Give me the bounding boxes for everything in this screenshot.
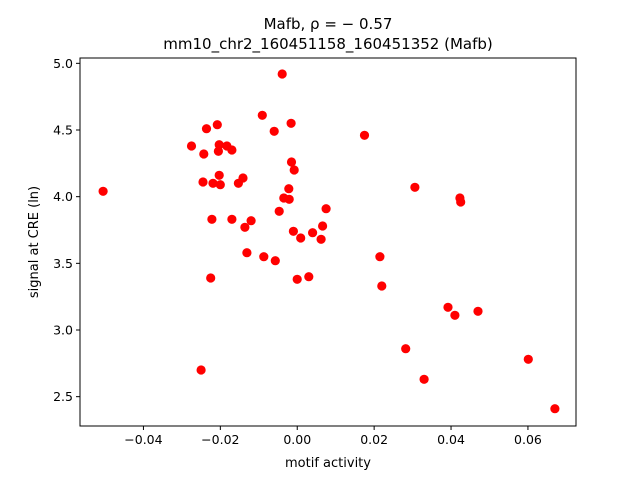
data-point-25 — [270, 256, 280, 266]
data-point-36 — [296, 233, 306, 243]
data-point-31 — [286, 118, 296, 128]
x-axis-label: motif activity — [285, 456, 371, 471]
data-point-6 — [207, 214, 217, 224]
x-tick-label-5: 0.06 — [514, 432, 542, 447]
chart-title-line1: Mafb, ρ = − 0.57 — [264, 15, 393, 33]
data-point-37 — [304, 272, 314, 282]
plot-frame — [79, 57, 577, 427]
data-point-47 — [419, 374, 429, 384]
data-point-26 — [274, 206, 284, 216]
data-point-22 — [257, 110, 267, 120]
data-point-42 — [359, 130, 370, 140]
data-point-23 — [259, 252, 269, 262]
y-tick-label-2: 3.5 — [53, 256, 73, 271]
data-point-15 — [227, 145, 237, 155]
data-point-18 — [238, 173, 248, 183]
data-point-10 — [214, 170, 224, 180]
data-point-24 — [269, 126, 279, 136]
data-point-45 — [401, 344, 411, 354]
data-point-27 — [277, 69, 287, 79]
y-tick-label-3: 4.0 — [53, 189, 73, 204]
x-tick-label-2: 0.00 — [283, 432, 311, 447]
x-tick-label-0: −0.04 — [124, 432, 162, 447]
y-tick-label-0: 2.5 — [53, 389, 73, 404]
data-point-40 — [318, 221, 328, 231]
data-point-5 — [206, 273, 216, 283]
data-point-4 — [201, 124, 212, 134]
data-point-48 — [443, 302, 453, 312]
x-tick-label-3: 0.02 — [360, 432, 388, 447]
data-point-51 — [456, 197, 466, 207]
data-point-21 — [246, 216, 256, 226]
data-point-32 — [286, 157, 297, 167]
y-axis-ticks: 2.5 3.0 3.5 4.0 4.5 5.0 — [53, 56, 80, 404]
data-point-34 — [289, 165, 299, 175]
data-point-29 — [284, 184, 294, 194]
data-point-20 — [242, 248, 252, 258]
x-tick-label-4: 0.04 — [437, 432, 465, 447]
data-point-33 — [288, 226, 298, 236]
data-point-46 — [410, 182, 420, 192]
data-point-2 — [198, 177, 208, 187]
data-point-3 — [199, 149, 209, 159]
y-tick-label-5: 5.0 — [53, 56, 73, 71]
data-point-30 — [284, 194, 294, 204]
data-point-41 — [321, 204, 331, 214]
data-point-54 — [550, 404, 560, 414]
chart-title-line2: mm10_chr2_160451158_160451352 (Mafb) — [163, 35, 492, 54]
data-point-52 — [473, 306, 483, 316]
data-point-38 — [308, 228, 318, 238]
data-point-13 — [196, 365, 206, 375]
data-point-49 — [450, 310, 460, 320]
data-point-53 — [523, 354, 533, 364]
data-point-0 — [98, 186, 108, 196]
data-point-11 — [214, 140, 224, 150]
data-point-44 — [377, 281, 387, 291]
data-point-8 — [212, 120, 222, 130]
x-axis-ticks: −0.04 −0.02 0.00 0.02 0.04 0.06 — [124, 426, 542, 447]
data-point-7 — [208, 178, 218, 188]
data-points — [98, 69, 560, 414]
x-tick-label-1: −0.02 — [201, 432, 239, 447]
data-point-35 — [292, 274, 302, 284]
data-point-16 — [227, 214, 237, 224]
data-point-1 — [186, 141, 197, 151]
data-point-43 — [375, 252, 385, 262]
y-tick-label-4: 4.5 — [53, 123, 73, 138]
y-tick-label-1: 3.0 — [53, 323, 73, 338]
data-point-19 — [240, 222, 250, 232]
data-point-39 — [316, 234, 326, 244]
data-point-12 — [215, 180, 225, 190]
y-axis-label: signal at CRE (ln) — [27, 186, 42, 298]
